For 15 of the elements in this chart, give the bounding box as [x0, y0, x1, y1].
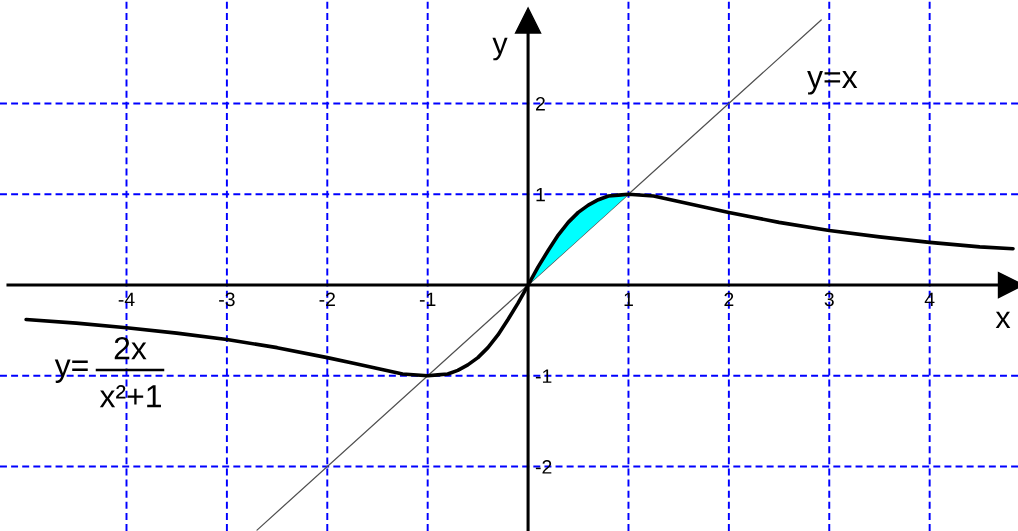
x-tick-label: -4: [118, 292, 135, 307]
x-tick-label: -2: [319, 292, 335, 307]
y-axis-title: y: [492, 37, 508, 61]
y-tick-label: 1: [536, 187, 545, 202]
x-axis-title: x: [995, 311, 1011, 328]
x-tick-label: 3: [824, 292, 834, 307]
x-tick-label: -1: [419, 292, 436, 307]
annotation: x²+1: [99, 385, 161, 408]
x-tick-label: -3: [219, 292, 235, 307]
x-tick-label: 1: [624, 292, 633, 307]
x-tick-label: 4: [924, 292, 935, 307]
y-tick-label: 2: [536, 96, 545, 111]
series-label: y=x: [807, 71, 858, 95]
x-tick-label: 2: [724, 292, 734, 307]
annotation: 2x: [114, 336, 147, 360]
